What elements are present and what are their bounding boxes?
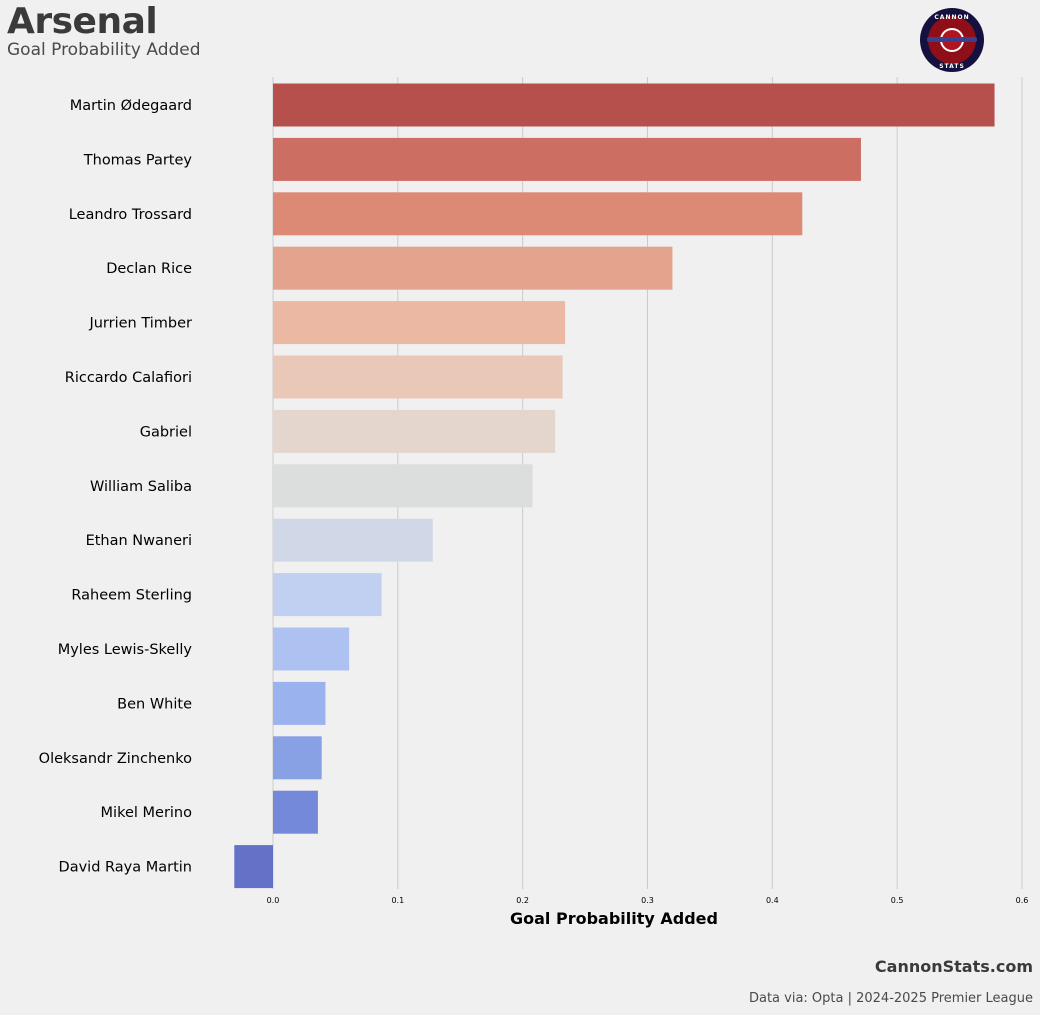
logo-bottom-text: STATS — [939, 63, 965, 70]
logo-top-text: CANNON — [934, 14, 969, 21]
bar-10 — [273, 627, 350, 671]
bar-8 — [273, 518, 433, 562]
bar-5 — [273, 355, 563, 399]
bar-4 — [273, 301, 566, 345]
x-tick-label-4: 0.4 — [766, 896, 779, 905]
x-tick-label-6: 0.6 — [1016, 896, 1029, 905]
category-label-7: William Saliba — [90, 479, 192, 495]
bar-14 — [234, 845, 273, 889]
category-label-10: Myles Lewis-Skelly — [58, 642, 193, 658]
bar-1 — [273, 137, 861, 181]
category-label-0: Martin Ødegaard — [70, 98, 192, 114]
data-source-text: Data via: Opta | 2024-2025 Premier Leagu… — [748, 991, 1033, 1006]
category-label-5: Riccardo Calafiori — [65, 370, 192, 386]
bar-13 — [273, 790, 318, 834]
x-tick-label-3: 0.3 — [641, 896, 654, 905]
x-tick-label-5: 0.5 — [891, 896, 904, 905]
category-label-1: Thomas Partey — [83, 152, 193, 168]
x-tick-label-1: 0.1 — [391, 896, 404, 905]
logo-cannon-icon — [927, 37, 977, 42]
x-tick-label-2: 0.2 — [516, 896, 529, 905]
bar-2 — [273, 192, 803, 236]
category-label-8: Ethan Nwaneri — [86, 533, 192, 549]
bar-0 — [273, 83, 995, 127]
bar-3 — [273, 246, 673, 290]
category-label-9: Raheem Sterling — [71, 588, 192, 604]
bar-9 — [273, 573, 382, 617]
x-tick-label-0: 0.0 — [267, 896, 280, 905]
category-label-3: Declan Rice — [106, 261, 192, 277]
chart-title: Arsenal — [7, 1, 158, 42]
bar-6 — [273, 409, 556, 453]
bar-7 — [273, 464, 533, 508]
chart-subtitle: Goal Probability Added — [7, 40, 201, 60]
bar-11 — [273, 681, 326, 725]
category-label-13: Mikel Merino — [101, 805, 193, 821]
category-label-14: David Raya Martin — [59, 860, 192, 876]
cannon-stats-logo: CANNON STATS — [920, 8, 984, 72]
bar-12 — [273, 736, 322, 780]
category-label-11: Ben White — [117, 696, 192, 712]
category-label-6: Gabriel — [140, 424, 192, 440]
x-axis-label: Goal Probability Added — [510, 909, 718, 928]
category-label-2: Leandro Trossard — [69, 207, 192, 223]
category-label-12: Oleksandr Zinchenko — [39, 751, 192, 767]
brand-text: CannonStats.com — [874, 957, 1033, 976]
category-label-4: Jurrien Timber — [88, 316, 192, 332]
